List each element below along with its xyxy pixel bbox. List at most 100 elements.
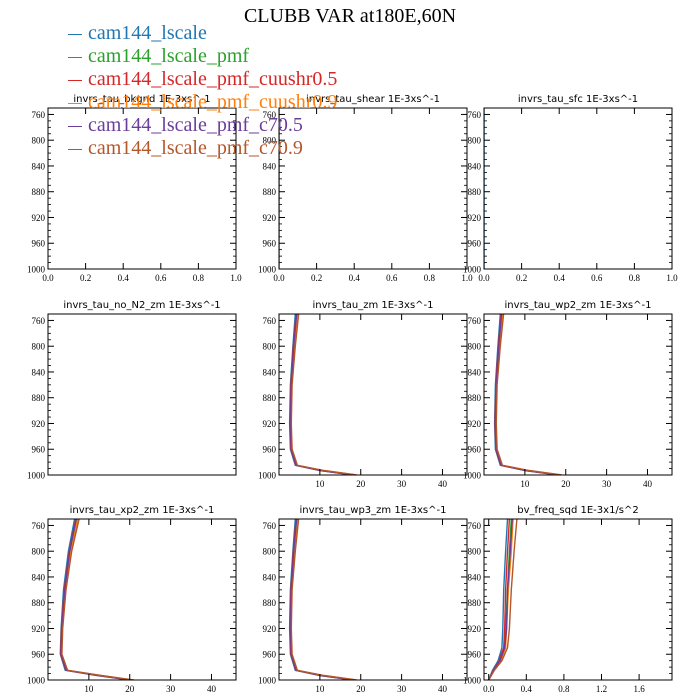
subplot-title: invrs_tau_shear 1E-3xs^-1: [306, 94, 440, 105]
series-group: [288, 519, 357, 680]
legend-swatch: [68, 102, 82, 104]
y-tick-label: 1000: [258, 676, 277, 686]
y-tick-label: 960: [32, 239, 46, 249]
subplot: invrs_tau_wp3_zm 1E-3xs^-1 760 800 840 880 92…: [258, 505, 468, 694]
series-line: [61, 519, 134, 680]
figure-title: CLUBB VAR at180E,60N: [243, 5, 457, 27]
x-tick-label: 0.0: [483, 684, 495, 694]
x-tick-label: 0.4: [118, 273, 130, 283]
legend: cam144_lscale cam144_lscale_pmf cam144_l…: [68, 22, 337, 160]
y-tick-label: 840: [32, 161, 46, 171]
x-tick-label: 0.8: [193, 273, 205, 283]
plot-frame: [278, 313, 468, 476]
y-tick-label: 760: [32, 521, 46, 531]
y-tick-label: 800: [32, 136, 46, 146]
x-tick-label: 40: [438, 479, 448, 489]
series-group: [493, 314, 562, 475]
legend-label: cam144_lscale_pmf_c70.5: [88, 114, 303, 136]
subplot: invrs_tau_sfc 1E-3xs^-1 760 800 840 880 920 96…: [463, 94, 678, 283]
y-tick-label: 840: [32, 367, 46, 377]
subplot-title: invrs_tau_sfc 1E-3xs^-1: [518, 94, 638, 105]
y-tick-label: 1000: [258, 471, 277, 481]
plot-frame: [483, 107, 673, 270]
x-tick-label: 0.4: [554, 273, 566, 283]
y-tick-label: 1000: [27, 676, 46, 686]
y-tick-label: 840: [468, 161, 482, 171]
series-group: [288, 314, 357, 475]
y-tick-label: 800: [263, 342, 277, 352]
x-tick-label: 0.2: [516, 273, 527, 283]
y-tick-label: 760: [263, 110, 277, 120]
series-line: [289, 314, 355, 475]
series-line: [290, 314, 357, 475]
x-tick-label: 0.0: [42, 273, 54, 283]
series-line: [290, 519, 357, 680]
y-tick-label: 800: [468, 547, 482, 557]
subplot-title: invrs_tau_wp3_zm 1E-3xs^-1: [300, 505, 447, 516]
y-tick-label: 760: [468, 316, 482, 326]
y-tick-label: 760: [32, 110, 46, 120]
y-tick-label: 880: [468, 393, 482, 403]
x-tick-label: 10: [520, 479, 530, 489]
subplot: invrs_tau_shear 1E-3xs^-1 760 800 840 880 920…: [258, 94, 473, 283]
legend-item: cam144_lscale_pmf: [68, 45, 337, 68]
series-line: [288, 314, 353, 475]
subplot: invrs_tau_zm 1E-3xs^-1 760 800 840 880 920 960…: [258, 300, 468, 489]
series-line: [60, 519, 132, 680]
y-tick-label: 1000: [27, 471, 46, 481]
series-line: [493, 314, 558, 475]
subplot-title: invrs_tau_zm 1E-3xs^-1: [312, 300, 433, 311]
x-tick-label: 30: [166, 684, 176, 694]
series-line: [488, 519, 513, 680]
y-tick-label: 920: [263, 624, 277, 634]
series-line: [290, 519, 356, 680]
series-group: [59, 519, 134, 680]
x-tick-label: 1.0: [230, 273, 242, 283]
series-line: [495, 314, 561, 475]
series-line: [495, 314, 562, 475]
series-line: [494, 314, 560, 475]
legend-label: cam144_lscale_pmf_c70.9: [88, 137, 303, 159]
series-line: [494, 314, 559, 475]
y-tick-label: 960: [468, 239, 482, 249]
subplot: invrs_tau_no_N2_zm 1E-3xs^-1 760 800 840 880…: [27, 300, 237, 481]
y-tick-label: 1000: [463, 471, 482, 481]
y-tick-label: 880: [468, 187, 482, 197]
subplot-title: invrs_tau_bkgnd 1E-3xs^-1: [73, 94, 210, 105]
legend-swatch: [68, 125, 82, 127]
y-tick-label: 760: [263, 521, 277, 531]
y-tick-label: 920: [263, 419, 277, 429]
legend-swatch: [68, 56, 82, 58]
y-tick-label: 760: [32, 316, 46, 326]
y-tick-label: 760: [263, 316, 277, 326]
subplot-title: invrs_tau_xp2_zm 1E-3xs^-1: [70, 505, 215, 516]
legend-item: cam144_lscale_pmf_c70.5: [68, 114, 337, 137]
legend-label: cam144_lscale_pmf_cuushr0.9: [88, 91, 338, 113]
y-tick-label: 800: [32, 342, 46, 352]
series-line: [488, 519, 509, 680]
series-line: [289, 519, 355, 680]
subplot-title: invrs_tau_wp2_zm 1E-3xs^-1: [505, 300, 652, 311]
y-tick-label: 1000: [27, 265, 46, 275]
plot-frame: [47, 518, 237, 681]
subplot: invrs_tau_wp2_zm 1E-3xs^-1 760 800 840 880 92…: [463, 300, 673, 489]
x-tick-label: 30: [397, 684, 407, 694]
subplot-title: invrs_tau_no_N2_zm 1E-3xs^-1: [63, 300, 220, 311]
series-line: [60, 519, 134, 680]
legend-label: cam144_lscale: [88, 22, 207, 44]
legend-item: cam144_lscale_pmf_cuushr0.5: [68, 68, 337, 91]
y-tick-label: 800: [32, 547, 46, 557]
legend-item: cam144_lscale_pmf_c70.9: [68, 137, 337, 160]
y-tick-label: 960: [468, 650, 482, 660]
series-line: [488, 519, 518, 680]
series-line: [494, 314, 559, 475]
x-tick-label: 0.0: [273, 273, 285, 283]
plot-frame: [47, 107, 237, 270]
y-tick-label: 840: [468, 572, 482, 582]
x-tick-label: 0.6: [386, 273, 398, 283]
x-tick-label: 20: [125, 684, 135, 694]
x-tick-label: 0.0: [478, 273, 490, 283]
x-tick-label: 30: [397, 479, 407, 489]
